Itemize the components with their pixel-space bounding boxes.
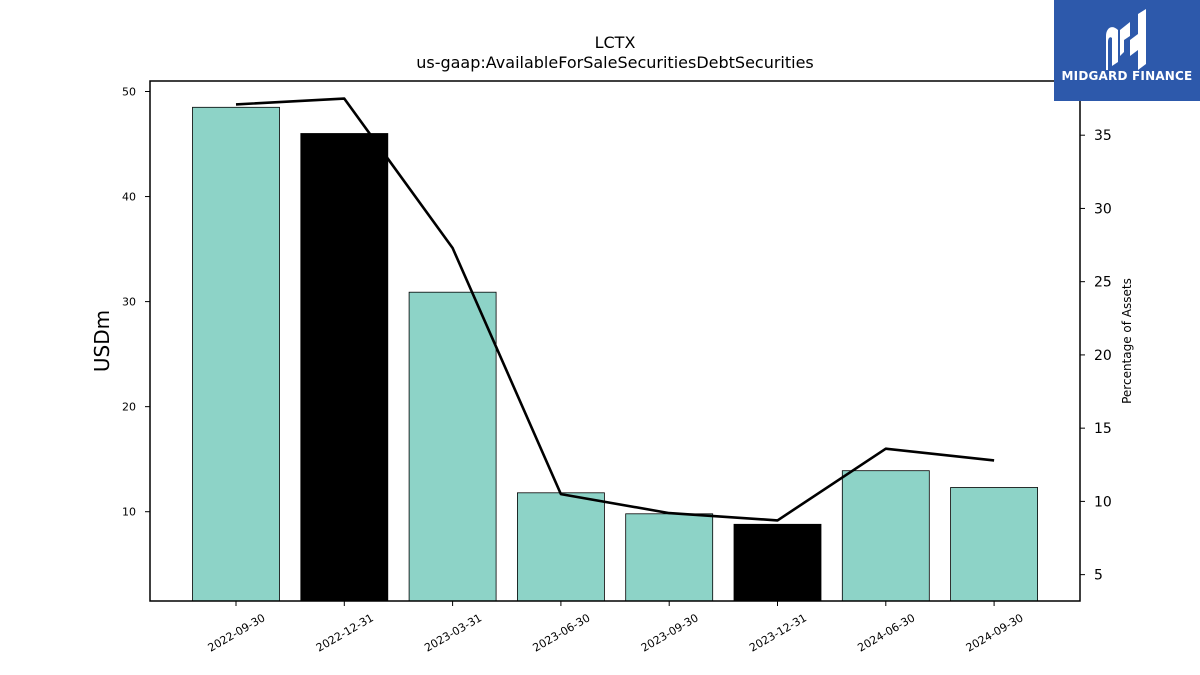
x-tick-label: 2024-09-30 xyxy=(964,611,1026,654)
line-group xyxy=(235,97,995,522)
y-axis-right-label: Percentage of Assets xyxy=(1120,278,1134,404)
bar-2023-06-30 xyxy=(517,492,605,602)
y-axis-left: 10 20 30 40 50 xyxy=(122,86,150,519)
bar-2023-12-31 xyxy=(733,523,822,602)
y-tick-label: 30 xyxy=(122,296,136,309)
x-axis: 2022-09-30 2022-12-31 2023-03-31 2023-06-30… xyxy=(206,601,1026,655)
bar-2022-12-31 xyxy=(300,133,389,602)
x-tick-label: 2023-03-31 xyxy=(422,611,484,654)
x-tick-label: 2024-06-30 xyxy=(855,611,917,654)
y-tick-label: 20 xyxy=(122,401,136,414)
y-right-tick-label: 5 xyxy=(1094,568,1103,584)
y-tick-label: 40 xyxy=(122,191,136,204)
bar-2024-06-30 xyxy=(841,470,930,602)
y-tick-label: 10 xyxy=(122,506,136,519)
midgard-finance-logo: MIDGARD FINANCE xyxy=(1054,0,1200,101)
bar-group xyxy=(192,106,1038,602)
x-tick-label: 2022-12-31 xyxy=(314,611,376,654)
y-right-tick-label: 25 xyxy=(1094,275,1112,291)
percentage-of-assets-line xyxy=(235,97,995,522)
x-tick-label: 2023-09-30 xyxy=(639,611,701,654)
x-tick-label: 2023-06-30 xyxy=(531,611,593,654)
y-axis-right: 5 10 15 20 25 30 35 xyxy=(1080,128,1112,584)
y-right-tick-label: 20 xyxy=(1094,348,1112,364)
y-right-tick-label: 15 xyxy=(1094,421,1112,437)
logo-mark-icon xyxy=(1106,9,1146,70)
y-tick-label: 50 xyxy=(122,86,136,99)
x-tick-label: 2023-12-31 xyxy=(747,611,809,654)
plot-frame xyxy=(149,80,1081,602)
chart-title: LCTX xyxy=(594,33,636,52)
x-tick-label: 2022-09-30 xyxy=(206,611,268,654)
bar-2023-09-30 xyxy=(625,513,714,602)
bar-2024-09-30 xyxy=(950,487,1038,602)
y-axis-label: USDm xyxy=(90,310,114,372)
y-right-tick-label: 35 xyxy=(1094,128,1112,144)
bar-2023-03-31 xyxy=(408,291,497,602)
chart-subtitle: us-gaap:AvailableForSaleSecuritiesDebtSe… xyxy=(416,53,814,72)
bar-2022-09-30 xyxy=(192,106,280,602)
y-right-tick-label: 30 xyxy=(1094,201,1112,217)
logo-text: MIDGARD FINANCE xyxy=(1061,69,1193,83)
y-right-tick-label: 10 xyxy=(1094,494,1112,510)
